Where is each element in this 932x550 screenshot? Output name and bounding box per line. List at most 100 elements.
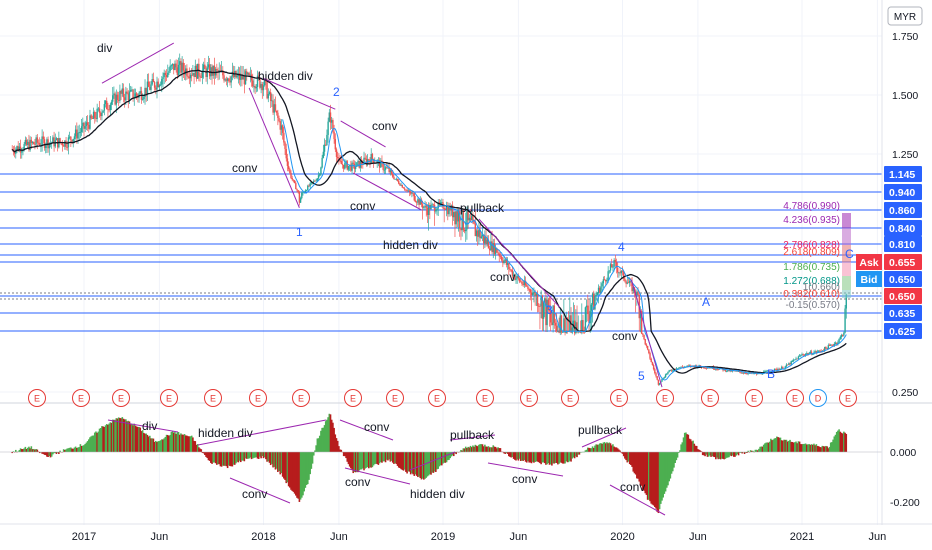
oscillator-bar <box>614 447 617 452</box>
candle-body <box>584 307 587 332</box>
oscillator-bar <box>230 452 232 467</box>
horizontal-levels[interactable] <box>0 173 882 332</box>
oscillator-bar <box>651 452 654 505</box>
oscillator-bar <box>425 452 428 478</box>
candle-body <box>122 88 125 98</box>
oscillator-bar <box>287 452 290 487</box>
candle-body <box>260 84 262 88</box>
candle-body <box>366 159 369 164</box>
price-badge-label: 0.940 <box>889 187 915 199</box>
oscillator-bar <box>691 441 693 452</box>
oscillator-bar <box>584 450 587 452</box>
oscillator-bar <box>263 452 266 458</box>
oscillator-bar <box>677 452 680 453</box>
candle-body <box>150 84 152 90</box>
event-label: E <box>845 394 851 404</box>
candle-body <box>471 215 473 221</box>
oscillator-annotation: div <box>142 419 157 433</box>
candle-body <box>84 126 86 129</box>
candle-body <box>27 141 29 145</box>
candle-body <box>169 65 171 72</box>
candle-body <box>351 162 353 171</box>
candle-body <box>272 100 274 113</box>
candle-body <box>283 132 285 143</box>
candle-body <box>248 72 250 75</box>
time-axis[interactable]: 2017 Jun 2018 Jun 2019 Jun 2020 Jun 2021 Jun <box>0 523 932 543</box>
oscillator-bar <box>87 439 90 452</box>
oscillator-bar <box>626 452 629 463</box>
oscillator-bar <box>131 424 133 452</box>
oscillator-bar <box>667 452 669 486</box>
oscillator-bar <box>533 452 535 463</box>
oscillator-bar <box>188 436 191 452</box>
oscillator-bar <box>630 452 632 465</box>
oscillator-annotation: conv <box>512 472 537 486</box>
oscillator-bar <box>17 451 19 452</box>
candle-body <box>664 374 667 378</box>
oscillator-bar <box>298 452 301 502</box>
candle-body <box>185 68 187 75</box>
oscillator-bar <box>399 452 401 469</box>
price-axis[interactable]: MYR 1.750 1.500 1.250 0.250 1.145 0.940 0.860 0.… <box>856 0 923 525</box>
trend-lines[interactable] <box>101 42 663 388</box>
oscillator-bar <box>801 444 803 452</box>
oscillator-bar <box>686 434 688 452</box>
candle-body <box>302 191 304 193</box>
price-tick-label: 1.750 <box>892 31 918 43</box>
oscillator-bar <box>65 449 67 452</box>
oscillator-bar <box>205 452 207 457</box>
oscillator-bar <box>598 443 601 452</box>
oscillator-bar <box>249 452 252 458</box>
candle-body <box>469 217 472 221</box>
oscillator-bar <box>609 443 612 452</box>
candle-body <box>308 185 310 187</box>
oscillator-annotation: pullback <box>578 423 623 437</box>
candle-body <box>806 353 808 355</box>
oscillator-bar <box>387 452 389 461</box>
candle-body <box>509 269 511 270</box>
candle-body <box>387 167 389 169</box>
oscillator-bar <box>600 443 602 452</box>
candle-body <box>490 241 492 251</box>
oscillator-bar <box>804 443 807 452</box>
candle-body <box>596 293 599 295</box>
oscillator-bar <box>438 452 441 467</box>
oscillator-bar <box>332 422 334 452</box>
candle-body <box>530 292 533 295</box>
candle-body <box>532 293 534 295</box>
oscillator-bar <box>76 447 78 452</box>
fib-extension[interactable]: 4.786(0.990) 4.236(0.935) 2.786(0.828)2.61… <box>783 201 851 311</box>
candle-body <box>841 335 844 336</box>
oscillator-bar <box>364 452 367 469</box>
candle-body <box>92 111 95 119</box>
candle-body <box>176 67 179 75</box>
oscillator-bar <box>796 443 799 452</box>
oscillator-trend-lines[interactable] <box>107 419 666 516</box>
oscillator-bar <box>104 425 107 452</box>
candle-body <box>478 229 480 237</box>
candle-body <box>797 356 800 360</box>
quote-tag-label: Bid <box>861 274 878 286</box>
oscillator-bar <box>816 445 819 452</box>
fib-zone <box>842 245 851 262</box>
candle-body <box>357 160 359 163</box>
candle-body <box>187 76 189 78</box>
candle-body <box>585 305 588 308</box>
candle-body <box>165 74 168 77</box>
candle-body <box>545 298 547 326</box>
candle-body <box>299 198 302 203</box>
candle-body <box>168 71 170 73</box>
candle-body <box>679 367 681 369</box>
candle-body <box>314 180 316 182</box>
oscillator-bar <box>155 440 157 452</box>
time-tick-label: 2021 <box>790 531 814 543</box>
wave-label: 1 <box>296 225 303 239</box>
oscillator-bar <box>48 452 51 457</box>
oscillator-bar <box>648 452 650 500</box>
candle-body <box>68 136 71 138</box>
oscillator-bar <box>450 452 453 457</box>
candle-body <box>212 65 214 76</box>
